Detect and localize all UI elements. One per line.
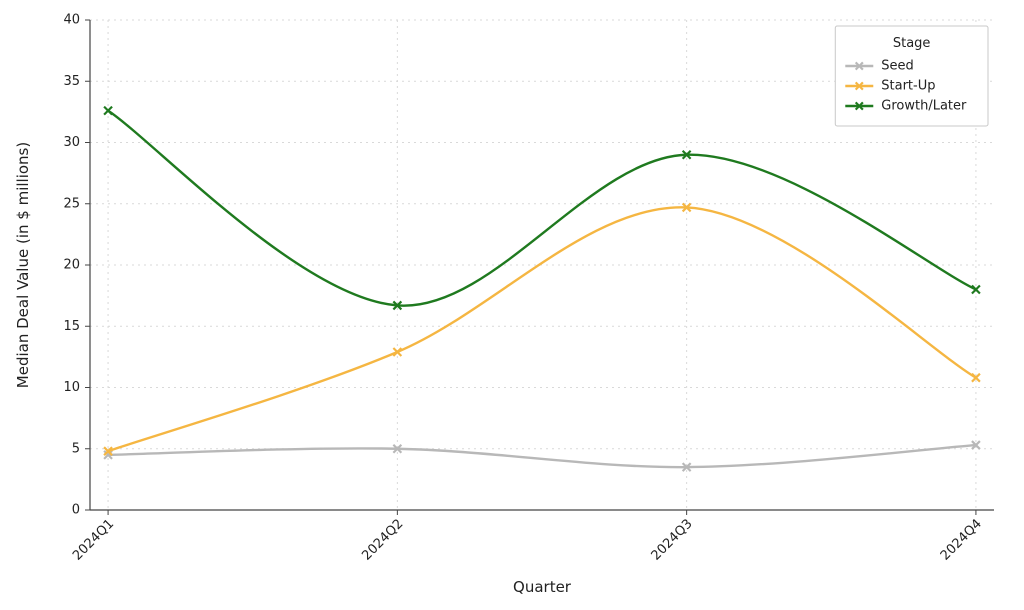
chart-container: 05101520253035402024Q12024Q22024Q32024Q4… (0, 0, 1024, 610)
y-tick-label: 10 (63, 380, 80, 395)
y-axis-label: Median Deal Value (in $ millions) (14, 142, 32, 388)
legend-label: Seed (881, 59, 914, 74)
y-tick-label: 15 (63, 319, 80, 334)
y-tick-label: 20 (63, 258, 80, 273)
legend-title: Stage (893, 36, 931, 51)
line-chart-svg: 05101520253035402024Q12024Q22024Q32024Q4… (0, 0, 1024, 610)
y-tick-label: 5 (72, 441, 80, 456)
x-axis-label: Quarter (513, 578, 572, 596)
legend-label: Growth/Later (881, 99, 967, 114)
y-tick-label: 25 (63, 196, 80, 211)
y-tick-label: 30 (63, 135, 80, 150)
legend: Stage Seed Start-Up Growth/Later (835, 26, 988, 126)
y-tick-label: 40 (63, 13, 80, 28)
legend-label: Start-Up (881, 79, 935, 94)
y-tick-label: 0 (72, 503, 80, 518)
y-tick-label: 35 (63, 74, 80, 89)
